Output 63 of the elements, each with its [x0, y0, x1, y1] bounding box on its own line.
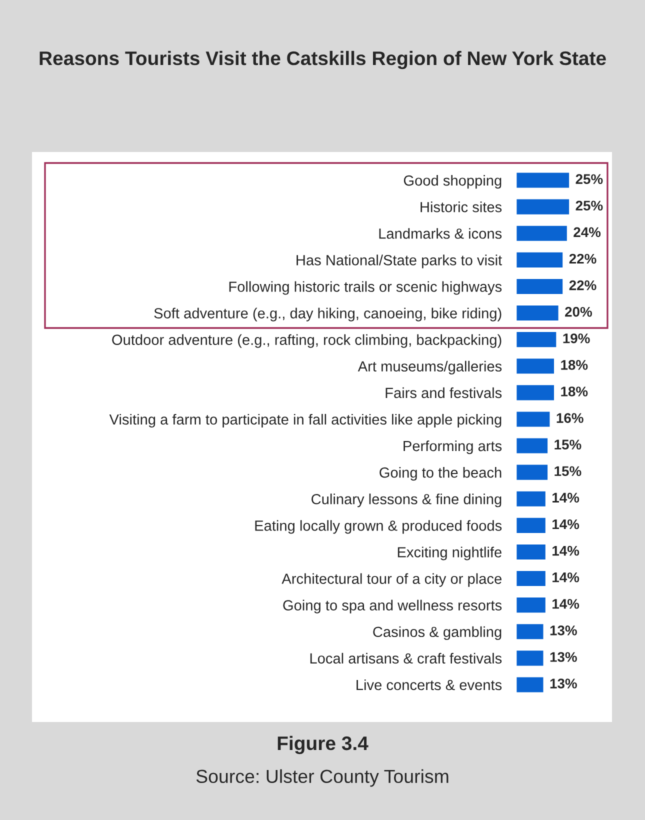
data-label: 22% — [569, 280, 596, 290]
y-tick-label: Local artisans & craft festivals — [310, 652, 502, 664]
y-tick-label: Has National/State parks to visit — [296, 254, 502, 268]
y-tick-label: Outdoor adventure (e.g., rafting, rock climbing, backpacking) — [112, 334, 502, 348]
caption: Figure 3.4 — [278, 736, 368, 754]
data-label: 15% — [554, 440, 582, 450]
bar — [516, 357, 556, 376]
y-tick-label: Architectural tour of a city or place — [282, 573, 502, 587]
data-label: 20% — [565, 306, 592, 317]
bar — [516, 676, 545, 694]
bar — [516, 649, 545, 668]
data-label: 13% — [550, 626, 577, 636]
y-tick-label: Eating locally grown & produced foods — [255, 520, 502, 534]
y-tick-label: Live concerts & events — [356, 679, 502, 690]
y-tick-label: Following historic trails or scenic highways — [229, 281, 502, 295]
bar — [516, 516, 547, 534]
data-label: 14% — [552, 519, 580, 530]
data-label: 19% — [563, 333, 590, 344]
bar — [516, 330, 558, 348]
bar — [516, 490, 547, 508]
y-tick-label: Landmarks & icons — [379, 228, 502, 239]
y-tick-label: Exciting nightlife — [398, 546, 502, 560]
bar — [516, 622, 545, 641]
data-label: 13% — [550, 652, 577, 662]
y-tick-label: Casinos & gambling — [373, 626, 502, 640]
source-note: Source: Ulster County Tourism — [196, 769, 448, 787]
bar — [516, 543, 547, 561]
data-label: 14% — [552, 572, 580, 582]
data-label: 14% — [552, 492, 580, 503]
data-label: 22% — [569, 254, 596, 264]
y-tick-label: Good shopping — [404, 174, 502, 189]
y-tick-label: Visiting a farm to participate in fall activities like apple picking — [109, 414, 502, 428]
data-label: 13% — [550, 678, 577, 688]
data-label: 25% — [576, 200, 603, 211]
bar — [516, 251, 564, 269]
y-tick-label: Going to spa and wellness resorts — [283, 600, 502, 614]
y-tick-label: Going to the beach — [380, 467, 502, 481]
bar — [516, 304, 560, 322]
y-tick-label: Fairs and festivals — [386, 387, 502, 398]
y-tick-label: Art museums/galleries — [358, 360, 502, 374]
bar — [516, 436, 549, 455]
data-label: 25% — [576, 174, 603, 184]
data-label: 15% — [554, 466, 582, 476]
y-tick-label: Historic sites — [420, 202, 502, 212]
data-label: 18% — [561, 386, 588, 396]
bar — [516, 463, 549, 482]
bar — [516, 224, 568, 242]
bar — [516, 198, 570, 216]
bar — [516, 570, 547, 588]
bar — [516, 596, 547, 614]
data-label: 24% — [574, 227, 601, 238]
bar — [516, 410, 552, 428]
bar — [516, 384, 556, 402]
y-tick-label: Performing arts — [404, 440, 502, 454]
y-tick-label: Soft adventure (e.g., day hiking, canoeing, bike riding) — [154, 308, 502, 322]
bar — [516, 278, 564, 296]
data-label: 16% — [556, 413, 584, 423]
data-label: 18% — [561, 360, 588, 370]
y-tick-label: Culinary lessons & fine dining — [312, 494, 502, 508]
data-label: 14% — [552, 599, 580, 609]
text: Reasons Tourists Visit the Catskills Region of New York State — [40, 50, 606, 70]
bar — [516, 171, 570, 190]
data-label: 14% — [552, 546, 580, 556]
